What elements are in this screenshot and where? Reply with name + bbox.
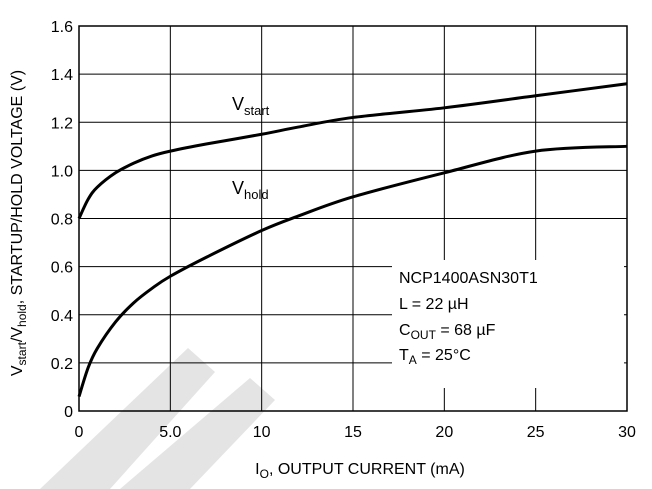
x-tick-label: 30: [618, 424, 636, 441]
y-tick-label: 0.2: [51, 356, 73, 373]
y-tick-label: 0.6: [51, 260, 73, 277]
x-tick-label: 5.0: [159, 424, 181, 441]
annotation: NCP1400ASN30T1 L = 22 µH COUT = 68 µF TA…: [399, 270, 538, 367]
x-tick-label: 10: [253, 424, 271, 441]
x-tick-label: 15: [344, 424, 362, 441]
y-tick-label: 1.0: [51, 163, 73, 180]
y-tick-label: 0.4: [51, 308, 73, 325]
annotation-line-4: TA = 25°C: [399, 347, 471, 367]
y-tick-label: 1.4: [51, 67, 73, 84]
annotation-line-1: NCP1400ASN30T1: [399, 270, 538, 287]
annotation-line-3: COUT = 68 µF: [399, 322, 496, 342]
y-tick-label: 1.2: [51, 115, 73, 132]
annotation-line-2: L = 22 µH: [399, 296, 469, 313]
x-tick-label: 0: [75, 424, 84, 441]
y-tick-label: 0.8: [51, 212, 73, 229]
y-axis-ticks: 0 0.2 0.4 0.6 0.8 1.0 1.2 1.4 1.6: [51, 19, 73, 421]
x-axis-ticks: 0 5.0 10 15 20 25 30: [75, 424, 636, 441]
x-tick-label: 20: [435, 424, 453, 441]
watermark-shape: [40, 348, 275, 489]
series-vhold-line: [77, 144, 628, 398]
x-tick-label: 25: [527, 424, 545, 441]
series-label-vstart: Vstart: [232, 94, 270, 118]
y-axis-label: Vstart/Vhold, STARTUP/HOLD VOLTAGE (V): [9, 70, 29, 376]
y-tick-label: 1.6: [51, 19, 73, 36]
x-axis-label: IO, OUTPUT CURRENT (mA): [255, 461, 465, 481]
series-vstart-line: [77, 82, 628, 220]
annotation-background: [392, 260, 624, 388]
series-label-vhold: Vhold: [232, 178, 269, 202]
y-tick-label: 0: [64, 404, 73, 421]
